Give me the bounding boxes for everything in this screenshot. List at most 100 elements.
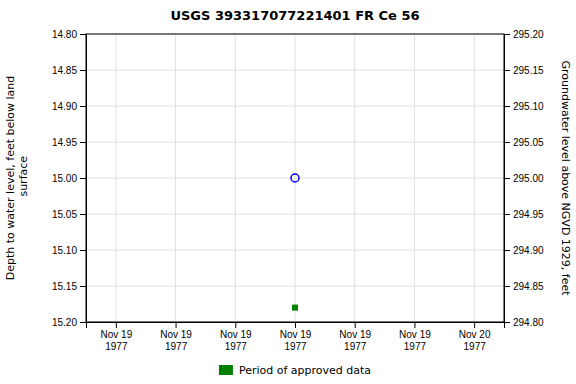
tick: 295.20 [504,29,544,40]
grid-line [474,34,475,322]
axis-line [87,323,505,329]
tick-mark [504,106,510,107]
tick-label: 14.90 [52,101,77,112]
y-axis-title: Depth to water level, feet below land su… [4,76,30,281]
tick-label: 15.00 [52,173,77,184]
point [291,174,299,182]
grid-line [115,34,116,322]
tick-label: 295.00 [513,173,544,184]
tick-mark [355,322,356,328]
tick-mark [80,214,86,215]
tick-label: 294.80 [513,317,544,328]
tick-mark [235,322,236,328]
legend-item: Period of approved data [219,364,371,377]
tick-label: 15.05 [52,209,77,220]
tick: Nov 191977 [160,322,192,352]
tick-mark [80,106,86,107]
y2-axis-title: Groundwater level above NGVD 1929, feet [559,60,572,296]
tick-label: 295.05 [513,137,544,148]
tick-label: 14.85 [52,65,77,76]
tick-label: Nov 201977 [459,329,491,352]
tick-mark [504,214,510,215]
tick: 294.90 [504,245,544,256]
tick-mark [80,142,86,143]
tick: 14.85 [52,65,86,76]
tick: 14.80 [52,29,86,40]
legend-swatch [219,365,233,375]
tick: 15.20 [52,317,86,328]
tick-label: 295.20 [513,29,544,40]
tick: 15.15 [52,281,86,292]
axis-line [80,35,87,323]
tick-mark [504,250,510,251]
tick-label: 15.15 [52,281,77,292]
tick: Nov 191977 [399,322,431,352]
tick: 294.95 [504,209,544,220]
tick: Nov 191977 [220,322,252,352]
tick-mark [504,322,510,323]
series [291,174,299,182]
tick-mark [504,70,510,71]
title: USGS 393317077221401 FR Ce 56 [170,8,419,23]
tick-mark [474,322,475,328]
tick-mark [80,250,86,251]
tick-label: 14.80 [52,29,77,40]
tick-mark [504,178,510,179]
y-axis: 14.80 14.85 14.90 14.95 15.00 15.05 15.10 15.15… [52,29,87,328]
tick: 15.05 [52,209,86,220]
tick-mark [504,286,510,287]
tick-label: 295.15 [513,65,544,76]
series [292,305,298,311]
grid [86,34,504,322]
tick-mark [80,178,86,179]
tick-mark [80,286,86,287]
tick-label: 294.95 [513,209,544,220]
chart: Nov 191977 Nov 191977 Nov 191977 Nov 191977… [0,0,576,384]
marks [291,174,299,311]
tick-mark [295,322,296,328]
grid-line [414,34,415,322]
plot-frame [86,34,504,322]
plot: Nov 191977 Nov 191977 Nov 191977 Nov 191977… [4,29,572,352]
tick: 294.80 [504,317,544,328]
tick-label: 294.85 [513,281,544,292]
tick-label: 14.95 [52,137,77,148]
tick-label: Nov 191977 [339,329,371,352]
tick-mark [80,70,86,71]
legend-label: Period of approved data [239,364,371,377]
tick: 295.05 [504,137,544,148]
tick: 295.10 [504,101,544,112]
tick: Nov 191977 [101,322,133,352]
tick-mark [504,34,510,35]
tick-mark [80,34,86,35]
tick: Nov 191977 [339,322,371,352]
tick: 14.90 [52,101,86,112]
tick: 15.00 [52,173,86,184]
tick: 295.15 [504,65,544,76]
legend: Period of approved data [219,364,371,377]
tick: 14.95 [52,137,86,148]
point [292,305,298,311]
axis-line [505,35,511,323]
tick: Nov 201977 [459,322,491,352]
grid-line [295,34,296,322]
grid-line [354,34,355,322]
x-axis: Nov 191977 Nov 191977 Nov 191977 Nov 191977… [87,322,505,352]
tick: Nov 191977 [280,322,312,352]
tick-mark [176,322,177,328]
tick: 295.00 [504,173,544,184]
tick-label: Nov 191977 [160,329,192,352]
tick-label: 294.90 [513,245,544,256]
tick-label: Nov 191977 [101,329,133,352]
tick: 15.10 [52,245,86,256]
tick-label: 15.10 [52,245,77,256]
tick-label: 295.10 [513,101,544,112]
grid-line [235,34,236,322]
y2-axis: 295.20 295.15 295.10 295.05 295.00 294.95 294.… [504,29,544,328]
tick-mark [504,142,510,143]
tick-label: Nov 191977 [280,329,312,352]
tick-mark [414,322,415,328]
tick-label: Nov 191977 [399,329,431,352]
tick: 294.85 [504,281,544,292]
tick-label: 15.20 [52,317,77,328]
